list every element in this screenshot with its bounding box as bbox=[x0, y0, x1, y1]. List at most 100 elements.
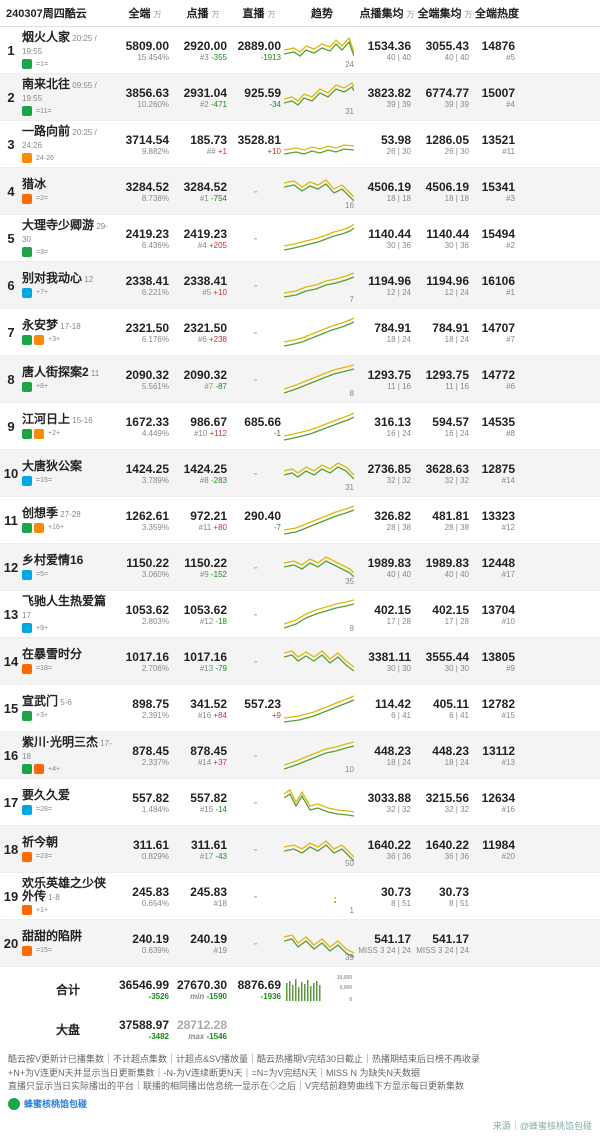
title-cell: 大理寺少卿游 29-30 =3= bbox=[22, 219, 114, 257]
rank-row-5: 5 大理寺少卿游 29-30 =3= 2419.236.436% 2419.23… bbox=[0, 215, 600, 262]
rank-number: 1 bbox=[0, 43, 22, 58]
rank-number: 7 bbox=[0, 325, 22, 340]
total-hj: 合计 36546.99-3526 27670.30min -1590 8876.… bbox=[0, 967, 600, 1012]
sparkline: 7 bbox=[284, 267, 356, 304]
title-cell: 唐人街探案2 11 +8+ bbox=[22, 366, 114, 391]
header-row: 240307周四酷云 全端 万 点播 万 直播 万 趋势 点播集均 万 全端集均… bbox=[0, 0, 600, 27]
svg-text:5,000: 5,000 bbox=[339, 985, 352, 991]
youku-icon bbox=[22, 570, 32, 580]
iqiyi-icon bbox=[22, 711, 32, 721]
rank-row-9: 9 江河日上 15-16 +2+ 1672.334.449% 986.67#10… bbox=[0, 403, 600, 450]
youku-icon bbox=[22, 805, 32, 815]
rank-number: 10 bbox=[0, 466, 22, 481]
tencent-icon bbox=[22, 905, 32, 915]
rank-number: 16 bbox=[0, 748, 22, 763]
ranking-rows: 1 烟火人家 20:25 / 19:55 =1= 5809.0015.454% … bbox=[0, 27, 600, 967]
rank-row-1: 1 烟火人家 20:25 / 19:55 =1= 5809.0015.454% … bbox=[0, 27, 600, 74]
col-d: 点播集均 万 bbox=[358, 5, 416, 21]
mgtv-icon bbox=[34, 429, 44, 439]
sparkline bbox=[284, 408, 356, 445]
rank-number: 2 bbox=[0, 90, 22, 105]
total-dp: 大盘 37588.97-3482 28712.28max -1546 bbox=[0, 1012, 600, 1047]
rank-row-7: 7 永安梦 17-18 +3+ 2321.506.176% 2321.50#6 … bbox=[0, 309, 600, 356]
rank-row-8: 8 唐人街探案2 11 +8+ 2090.325.561% 2090.32#7 … bbox=[0, 356, 600, 403]
title-cell: 大唐狄公案 =15= bbox=[22, 460, 114, 485]
watermark: 来源｜@蜂蜜核桃馅包碰 bbox=[0, 1117, 600, 1138]
title-cell: 飞驰人生热爱篇 17 +9+ bbox=[22, 595, 114, 633]
title-cell: 宣武门 5-6 +3+ bbox=[22, 695, 114, 720]
sparkline: 1 bbox=[284, 878, 356, 915]
sparkline: 10 bbox=[284, 737, 356, 774]
rank-number: 8 bbox=[0, 372, 22, 387]
total-minibar: 10,000 5,000 0 bbox=[284, 973, 356, 1006]
title-cell: 别对我动心 12 +7+ bbox=[22, 272, 114, 297]
rank-number: 3 bbox=[0, 137, 22, 152]
tencent-icon bbox=[34, 764, 44, 774]
iqiyi-icon bbox=[22, 247, 32, 257]
rank-row-16: 16 紫川·光明三杰 17-18 +4+ 878.452.337% 878.45… bbox=[0, 732, 600, 779]
rank-number: 17 bbox=[0, 795, 22, 810]
rank-row-15: 15 宣武门 5-6 +3+ 898.752.391% 341.52#16 +8… bbox=[0, 685, 600, 732]
title-cell: 甜甜的陷阱 =15= bbox=[22, 930, 114, 955]
mgtv-icon bbox=[22, 153, 32, 163]
tencent-icon bbox=[22, 946, 32, 956]
rank-number: 6 bbox=[0, 278, 22, 293]
rank-row-10: 10 大唐狄公案 =15= 1424.253.789% 1424.25#8 -2… bbox=[0, 450, 600, 497]
rank-row-12: 12 乡村爱情16 =5= 1150.223.060% 1150.22#9 -1… bbox=[0, 544, 600, 591]
sparkline: 39 bbox=[284, 925, 356, 962]
rank-row-19: 19 欢乐英雄之少侠外传 1-8 +1+ 245.830.654% 245.83… bbox=[0, 873, 600, 920]
footer-notes: 酷云按V更新计已播集数｜不计超点集数｜计超点&SV播放量｜酷云热播期V完结30日… bbox=[0, 1047, 600, 1117]
rank-row-4: 4 猎冰 =2= 3284.528.738% 3284.52#1 -754 - … bbox=[0, 168, 600, 215]
title-cell: 乡村爱情16 =5= bbox=[22, 554, 114, 579]
rank-number: 15 bbox=[0, 701, 22, 716]
title-cell: 紫川·光明三杰 17-18 +4+ bbox=[22, 736, 114, 774]
sparkline: 16 bbox=[284, 173, 356, 210]
iqiyi-icon bbox=[22, 335, 32, 345]
iqiyi-icon bbox=[22, 429, 32, 439]
rank-row-18: 18 祈今朝 =23= 311.610.829% 311.61#17 -43 -… bbox=[0, 826, 600, 873]
iqiyi-icon bbox=[22, 764, 32, 774]
rank-number: 12 bbox=[0, 560, 22, 575]
rank-row-17: 17 要久久爱 =28= 557.821.484% 557.82#15 -14 … bbox=[0, 779, 600, 826]
col-b: 点播 万 bbox=[174, 5, 232, 21]
title-cell: 创想季 27-28 +16+ bbox=[22, 507, 114, 532]
title-cell: 欢乐英雄之少侠外传 1-8 +1+ bbox=[22, 877, 114, 915]
iqiyi-icon bbox=[22, 523, 32, 533]
rank-number: 19 bbox=[0, 889, 22, 904]
tencent-icon bbox=[22, 852, 32, 862]
brand-dot bbox=[8, 1098, 20, 1110]
sparkline bbox=[284, 502, 356, 539]
sparkline: 9 bbox=[284, 596, 356, 633]
sparkline: 50 bbox=[284, 831, 356, 868]
sparkline bbox=[284, 784, 356, 821]
tencent-icon bbox=[22, 194, 32, 204]
rank-row-14: 14 在暴雪时分 =18= 1017.162.706% 1017.16#13 -… bbox=[0, 638, 600, 685]
sparkline bbox=[284, 220, 356, 257]
rank-row-20: 20 甜甜的陷阱 =15= 240.190.639% 240.19#19 - 3… bbox=[0, 920, 600, 967]
rank-number: 11 bbox=[0, 513, 22, 528]
col-e: 全端集均 万 bbox=[416, 5, 474, 21]
col-trend: 趋势 bbox=[286, 5, 358, 21]
sparkline: 35 bbox=[284, 549, 356, 586]
title-cell: 南来北往 09:55 / 19:55 =11= bbox=[22, 78, 114, 116]
rank-number: 20 bbox=[0, 936, 22, 951]
rank-row-2: 2 南来北往 09:55 / 19:55 =11= 3856.6310.260%… bbox=[0, 74, 600, 121]
col-a: 全端 万 bbox=[116, 5, 174, 21]
rank-number: 5 bbox=[0, 231, 22, 246]
youku-icon bbox=[22, 623, 32, 633]
col-f: 全端热度 bbox=[474, 5, 520, 21]
rank-row-3: 3 一路向前 20:25 / 24:26 24-26 3714.549.882%… bbox=[0, 121, 600, 168]
title-cell: 在暴雪时分 =18= bbox=[22, 648, 114, 673]
sparkline: 8 bbox=[284, 361, 356, 398]
title-cell: 要久久爱 =28= bbox=[22, 789, 114, 814]
rank-row-6: 6 别对我动心 12 +7+ 2338.416.221% 2338.41#5 +… bbox=[0, 262, 600, 309]
title-cell: 江河日上 15-16 +2+ bbox=[22, 413, 114, 438]
sparkline: 24 bbox=[284, 32, 356, 69]
header-date: 240307周四酷云 bbox=[2, 5, 116, 21]
ranking-page: 240307周四酷云 全端 万 点播 万 直播 万 趋势 点播集均 万 全端集均… bbox=[0, 0, 600, 1138]
iqiyi-icon bbox=[22, 106, 32, 116]
sparkline: 31 bbox=[284, 455, 356, 492]
mgtv-icon bbox=[34, 335, 44, 345]
rank-number: 14 bbox=[0, 654, 22, 669]
sparkline: 31 bbox=[284, 79, 356, 116]
